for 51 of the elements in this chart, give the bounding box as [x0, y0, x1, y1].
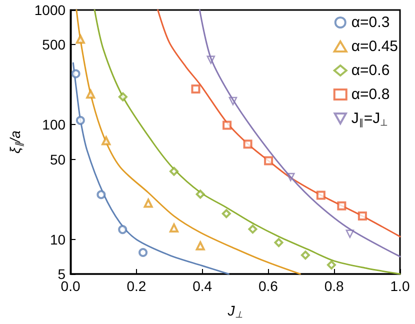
- point: [196, 190, 205, 199]
- x-tick-label: 0.2: [126, 278, 146, 294]
- y-tick-label: 10: [50, 231, 66, 248]
- point: [300, 250, 310, 260]
- x-tick-label: 0.8: [324, 278, 344, 294]
- point: [144, 198, 153, 208]
- x-tick-label: 0.6: [258, 278, 278, 294]
- line-series: [157, 9, 401, 238]
- point: [248, 224, 258, 234]
- line-series: [72, 62, 230, 275]
- point: [169, 223, 178, 232]
- point: [76, 116, 85, 125]
- line-series: [76, 9, 301, 275]
- point: [71, 69, 80, 78]
- point: [243, 140, 252, 149]
- legend-label: α=0.6: [351, 62, 390, 79]
- point: [358, 212, 367, 221]
- point: [316, 190, 326, 200]
- x-tick-label: 0.4: [192, 278, 212, 294]
- point: [118, 92, 128, 102]
- point: [206, 56, 216, 64]
- point: [169, 166, 178, 176]
- point: [222, 120, 232, 130]
- y-tick-label: 500: [42, 36, 66, 53]
- legend-label: α=0.45: [351, 38, 398, 55]
- line-series: [94, 9, 401, 275]
- point: [96, 190, 106, 200]
- point: [274, 238, 284, 248]
- point: [76, 34, 85, 44]
- point: [286, 172, 295, 182]
- point: [102, 136, 111, 146]
- point: [228, 96, 238, 106]
- point: [191, 84, 200, 94]
- point: [326, 260, 336, 270]
- point: [264, 156, 274, 166]
- legend-label: α=0.3: [351, 14, 390, 31]
- point: [337, 201, 346, 210]
- legend-label: J∥=J⊥: [351, 110, 388, 128]
- legend-label: α=0.8: [351, 86, 390, 103]
- point: [346, 230, 354, 238]
- x-tick-label: 1.0: [390, 278, 410, 294]
- point: [118, 225, 128, 234]
- y-tick-label: 100: [42, 116, 66, 133]
- line-series: [198, 9, 401, 258]
- point: [138, 248, 148, 257]
- y-tick-label: 50: [50, 151, 66, 168]
- point: [222, 209, 231, 218]
- y-tick-label: 1000: [34, 2, 66, 18]
- y-axis-title: ξ∥/a: [7, 130, 24, 154]
- x-axis-title: J⊥: [226, 302, 243, 320]
- point: [196, 241, 205, 250]
